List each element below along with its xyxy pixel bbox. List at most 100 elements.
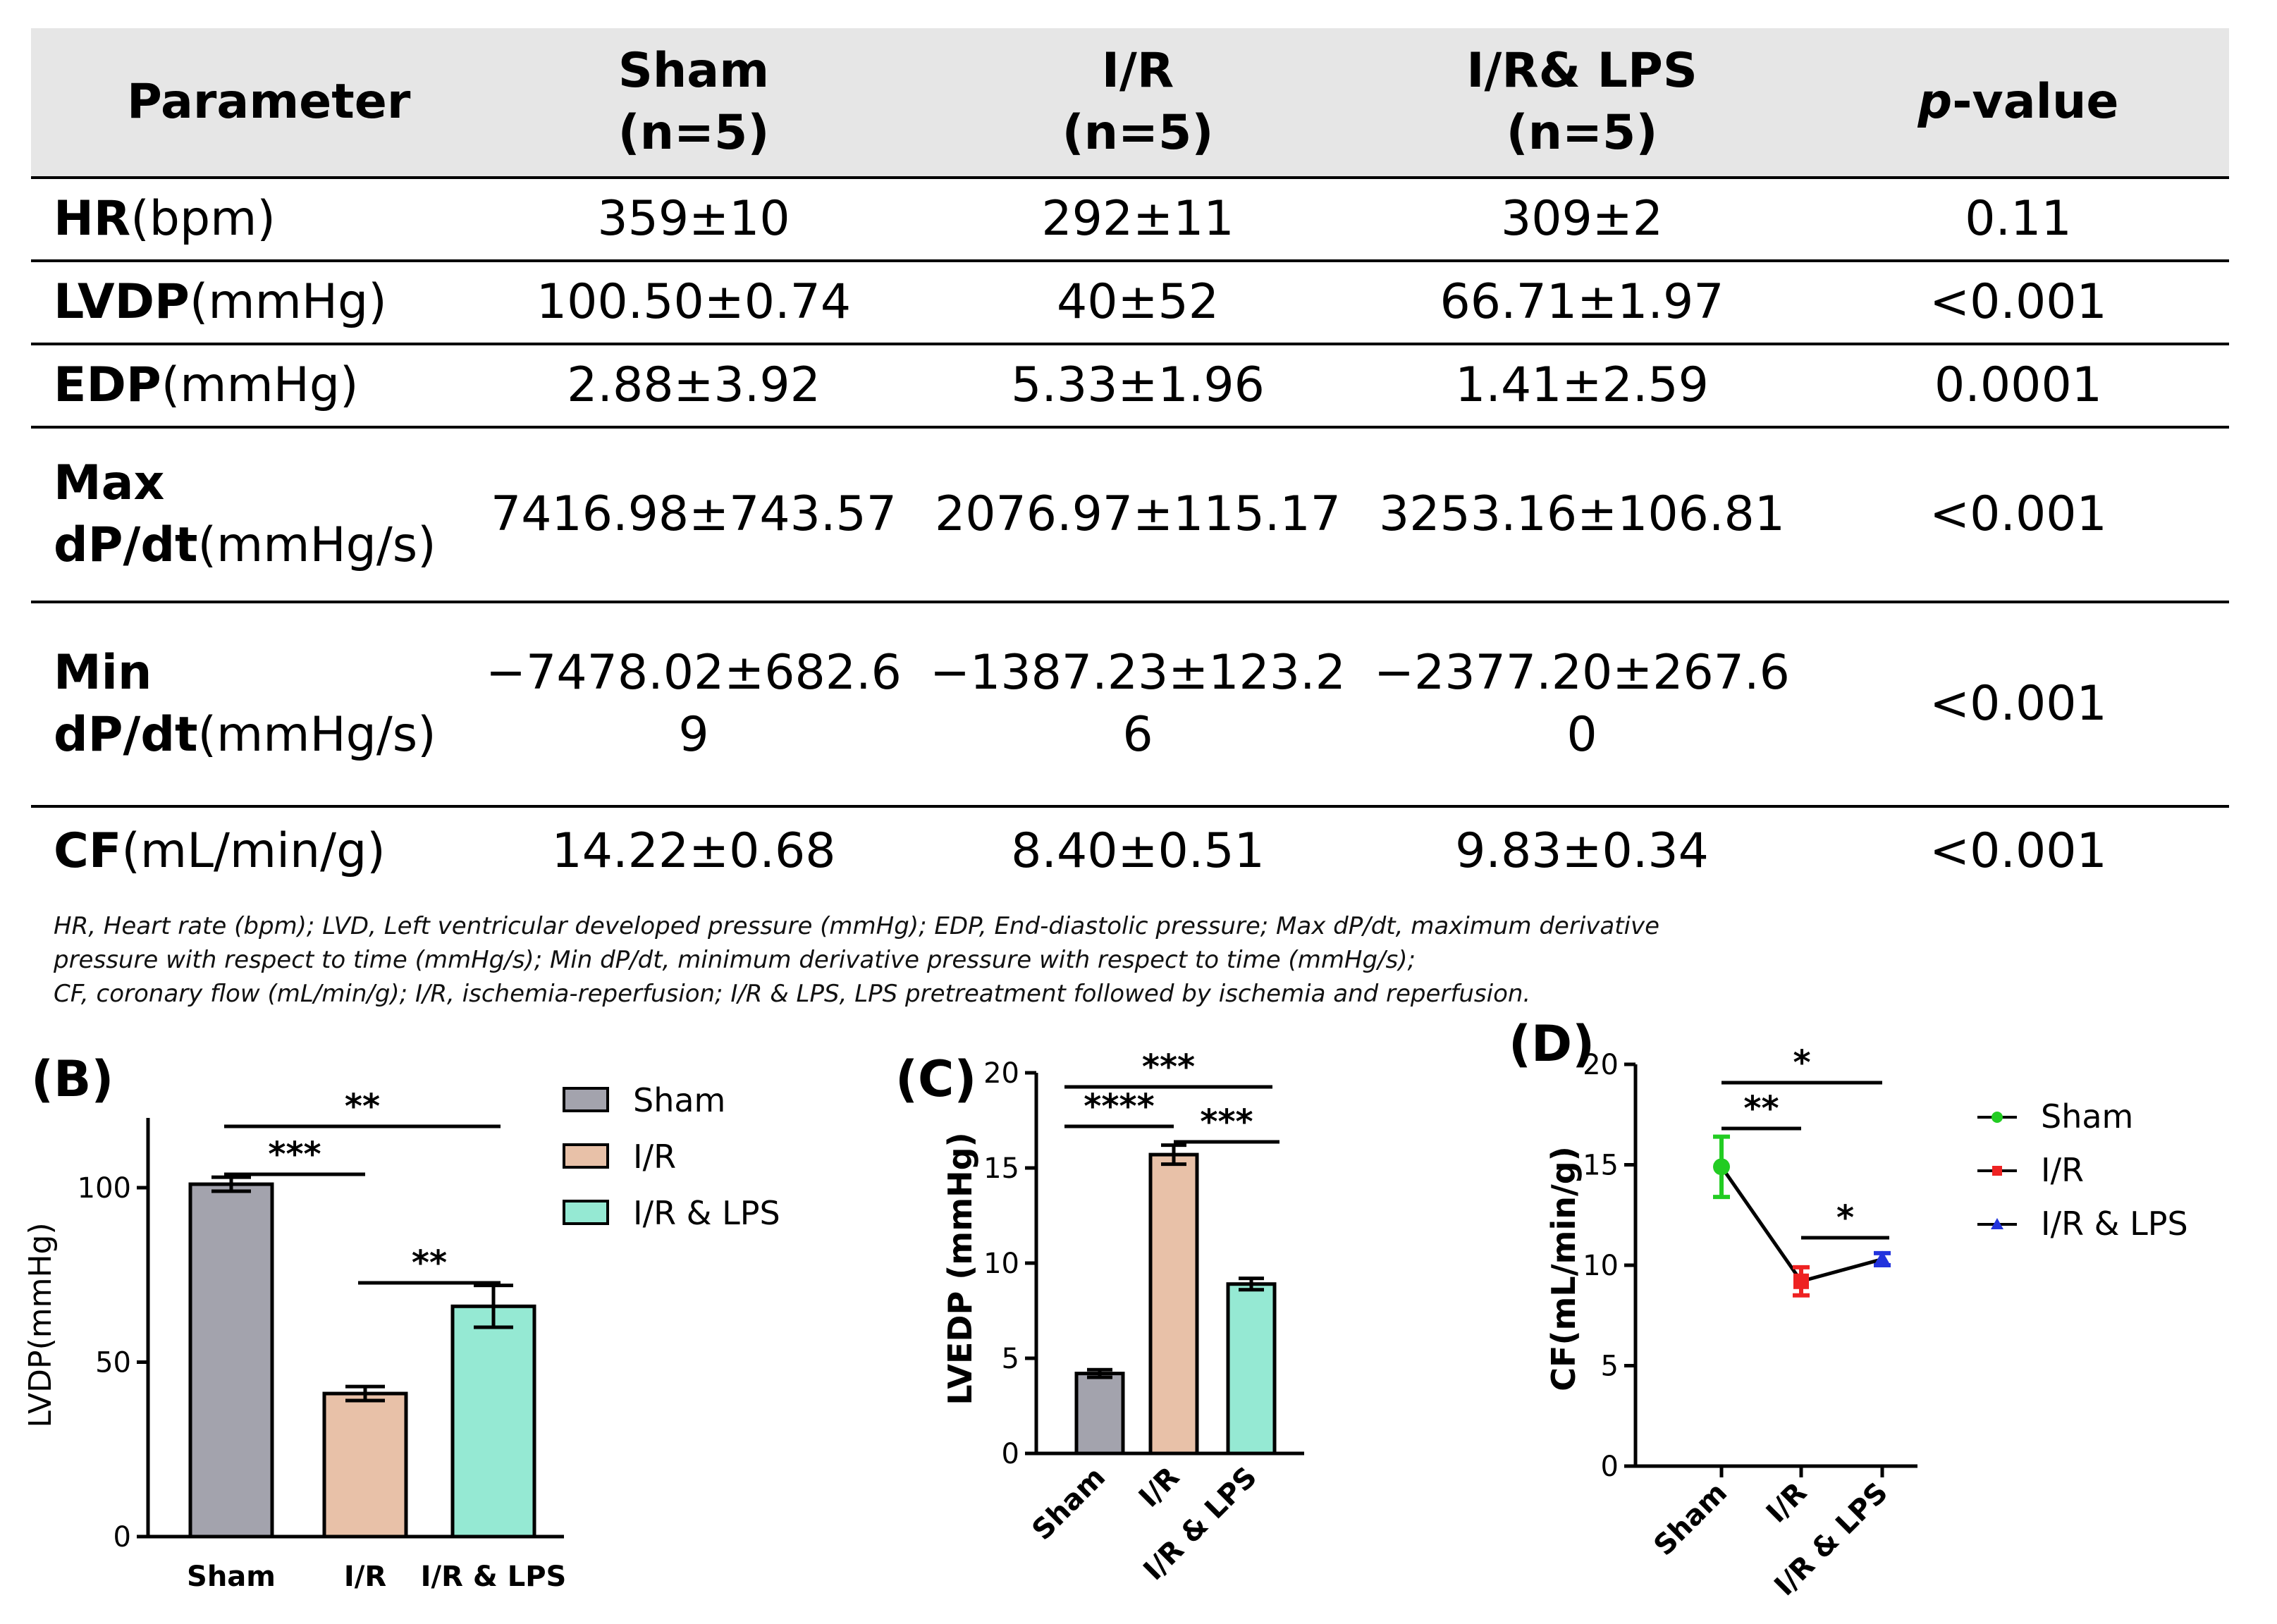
legend-label: Sham: [2041, 1097, 2133, 1136]
y-tick-label: 10: [983, 1248, 1019, 1280]
row-name: LVDP(mmHg): [31, 259, 468, 344]
cell-sham: −7478.02±682.69: [468, 601, 919, 806]
significance-label: *: [1793, 1043, 1810, 1083]
cell-irlps: 309±2: [1356, 176, 1808, 261]
cell-ir: 5.33±1.96: [919, 343, 1356, 427]
cell-sham: 359±10: [468, 176, 919, 261]
x-tick-label: Sham: [1026, 1461, 1112, 1547]
legend-label: I/R & LPS: [2041, 1205, 2188, 1243]
legend-label: Sham: [633, 1081, 725, 1119]
row-name: Max dP/dt(mmHg/s): [31, 426, 468, 602]
y-tick-label: 15: [1583, 1150, 1619, 1182]
x-tick-label: I/R: [1760, 1477, 1813, 1530]
header-ir: I/R (n=5): [1062, 43, 1214, 161]
legend-swatch-irlps: [563, 1200, 609, 1225]
significance-label: **: [345, 1087, 380, 1126]
significance-label: ****: [1084, 1087, 1154, 1126]
footnote-line: pressure with respect to time (mmHg/s); …: [54, 946, 1416, 974]
cell-pvalue: <0.001: [1808, 259, 2229, 344]
point-ir: [1793, 1273, 1809, 1289]
y-tick-label: 5: [1002, 1343, 1019, 1375]
legend-swatch-sham: [563, 1087, 609, 1112]
y-tick-label: 15: [983, 1152, 1019, 1185]
significance-label: **: [412, 1243, 447, 1283]
series-line: [1719, 1165, 1883, 1284]
legend-label: I/R: [633, 1138, 676, 1176]
table-row: Max dP/dt(mmHg/s) 7416.98±743.57 2076.97±…: [31, 426, 2229, 602]
header-irlps: I/R& LPS (n=5): [1466, 43, 1698, 161]
legend-label: I/R: [2041, 1151, 2084, 1189]
header-parameter: Parameter: [127, 74, 411, 130]
row-name: Min dP/dt(mmHg/s): [31, 601, 468, 806]
bar-sham: [188, 1182, 274, 1539]
legend-marker-d_irlps: [1991, 1218, 2003, 1229]
bar-irlps: [450, 1304, 536, 1539]
parameter-table-wrap: Parameter Sham (n=5) I/R (n=5) I/R& LPS (n=…: [31, 28, 2229, 895]
cell-irlps: 9.83±0.34: [1356, 805, 1808, 895]
significance-label: *: [1836, 1198, 1854, 1238]
cell-pvalue: <0.001: [1808, 601, 2229, 806]
panel-label-c: (C): [895, 1050, 977, 1108]
legend-marker-d_ir: [1992, 1166, 2002, 1176]
row-name: CF(mL/min/g): [31, 805, 468, 895]
cell-irlps: 1.41±2.59: [1356, 343, 1808, 427]
table-row: LVDP(mmHg) 100.50±0.74 40±52 66.71±1.97 …: [31, 259, 2229, 344]
legend-marker-d_sham: [1991, 1112, 2003, 1123]
y-tick-label: 0: [1002, 1438, 1019, 1470]
cell-sham: 7416.98±743.57: [468, 426, 919, 602]
y-tick-label: 0: [113, 1521, 131, 1554]
cell-ir: 40±52: [919, 259, 1356, 344]
x-tick-label: I/R: [1133, 1461, 1186, 1514]
legend-label: I/R & LPS: [633, 1194, 780, 1232]
cell-ir: 292±11: [919, 176, 1356, 261]
x-tick-label: I/R & LPS: [421, 1561, 567, 1593]
y-tick-label: 20: [1583, 1049, 1619, 1081]
cell-pvalue: <0.001: [1808, 805, 2229, 895]
table-row: EDP(mmHg) 2.88±3.92 5.33±1.96 1.41±2.59 …: [31, 343, 2229, 427]
cell-pvalue: 0.0001: [1808, 343, 2229, 427]
y-tick-label: 5: [1601, 1351, 1619, 1383]
table-row: HR(bpm) 359±10 292±11 309±2 0.11: [31, 176, 2229, 261]
x-tick-label: I/R: [344, 1561, 386, 1593]
table-header-row: Parameter Sham (n=5) I/R (n=5) I/R& LPS (n=…: [31, 28, 2229, 178]
significance-label: ***: [268, 1135, 321, 1174]
y-axis-title: CF(mL/min/g): [1545, 1146, 1583, 1391]
x-tick-label: Sham: [1647, 1477, 1733, 1563]
cell-irlps: 66.71±1.97: [1356, 259, 1808, 344]
cell-pvalue: <0.001: [1808, 426, 2229, 602]
y-tick-label: 10: [1583, 1250, 1619, 1282]
legend-swatch-ir: [563, 1143, 609, 1169]
y-axis-title: LVEDP (mmHg): [941, 1132, 979, 1405]
footnote-line: CF, coronary flow (mL/min/g); I/R, ische…: [54, 980, 1531, 1008]
significance-label: ***: [1142, 1047, 1195, 1087]
cell-ir: 8.40±0.51: [919, 805, 1356, 895]
significance-label: **: [1743, 1089, 1779, 1128]
header-pvalue: p-value: [1917, 74, 2119, 130]
row-name: EDP(mmHg): [31, 343, 468, 427]
table-footnote: HR, Heart rate (bpm); LVD, Left ventricu…: [54, 909, 1957, 1011]
cell-sham: 100.50±0.74: [468, 259, 919, 344]
y-tick-label: 50: [95, 1347, 131, 1379]
panel-label-d: (D): [1509, 1015, 1595, 1073]
cell-irlps: −2377.20±267.60: [1356, 601, 1808, 806]
point-irlps: [1874, 1250, 1891, 1266]
table-row: Min dP/dt(mmHg/s) −7478.02±682.69 −1387.2…: [31, 601, 2229, 806]
header-sham: Sham (n=5): [618, 43, 770, 161]
x-tick-label: Sham: [187, 1561, 276, 1593]
row-name: HR(bpm): [31, 176, 468, 261]
cell-pvalue: 0.11: [1808, 176, 2229, 261]
cell-sham: 14.22±0.68: [468, 805, 919, 895]
parameter-table: Parameter Sham (n=5) I/R (n=5) I/R& LPS (n=…: [31, 28, 2229, 895]
panel-label-a: (A): [28, 21, 112, 79]
bar-irlps: [1226, 1282, 1277, 1456]
cell-ir: −1387.23±123.26: [919, 601, 1356, 806]
y-tick-label: 0: [1601, 1451, 1619, 1483]
footnote-line: HR, Heart rate (bpm); LVD, Left ventricu…: [54, 912, 1660, 940]
bar-sham: [1074, 1372, 1125, 1456]
point-sham: [1713, 1158, 1730, 1176]
cell-sham: 2.88±3.92: [468, 343, 919, 427]
